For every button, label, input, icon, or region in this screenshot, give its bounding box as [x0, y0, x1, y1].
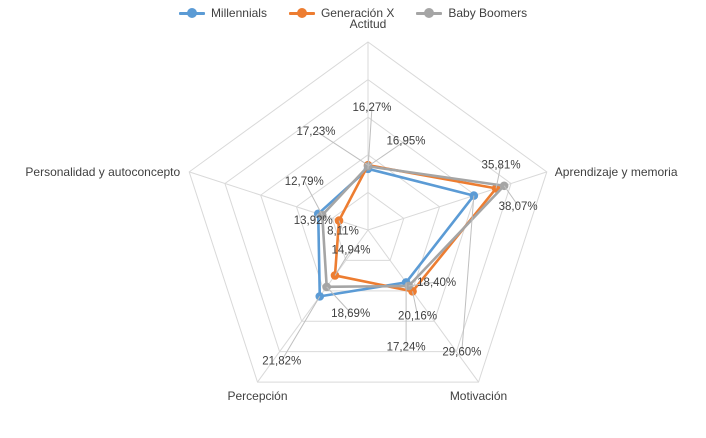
grid-ring-5	[188, 41, 548, 383]
data-label-baby-boomers-actitud: 16,95%	[386, 135, 425, 147]
leader-line-generacion-x-personalidad-y-autoconcepto	[338, 220, 344, 231]
series-line-generacion-x	[333, 163, 498, 293]
series-line-millennials	[316, 167, 476, 298]
data-label-millennials-personalidad-y-autoconcepto: 13,92%	[294, 215, 333, 227]
leader-line-generacion-x-aprendizaje-y-memoria	[495, 164, 502, 189]
grid-ring-1	[331, 191, 405, 261]
data-label-baby-boomers-percepcion: 18,69%	[331, 308, 370, 320]
legend-marker-baby-boomers	[416, 8, 443, 18]
data-label-baby-boomers-personalidad-y-autoconcepto: 12,79%	[285, 176, 324, 188]
data-label-millennials-percepcion: 21,82%	[262, 355, 301, 367]
data-label-baby-boomers-motivacion: 18,40%	[417, 277, 456, 289]
legend-item-generacion-x: Generación X	[288, 6, 395, 20]
axis-label-actitud: Actitud	[350, 17, 387, 31]
point-millennials-aprendizaje-y-memoria	[469, 191, 479, 200]
data-label-baby-boomers-aprendizaje-y-memoria: 38,07%	[499, 201, 538, 213]
data-label-millennials-aprendizaje-y-memoria: 29,60%	[442, 347, 481, 359]
legend-item-baby-boomers: Baby Boomers	[416, 6, 527, 20]
legend-marker-generacion-x	[288, 8, 315, 18]
data-label-generacion-x-motivacion: 20,16%	[398, 310, 437, 322]
leader-line-millennials-personalidad-y-autoconcepto	[312, 213, 319, 221]
leader-line-baby-boomers-aprendizaje-y-memoria	[503, 185, 519, 207]
leader-line-millennials-aprendizaje-y-memoria	[461, 195, 475, 352]
data-label-generacion-x-aprendizaje-y-memoria: 35,81%	[482, 159, 521, 171]
grid-ring-2	[295, 154, 441, 292]
spoke-motivacion	[367, 229, 479, 383]
axis-label-aprendizaje-y-memoria: Aprendizaje y memoria	[555, 165, 678, 179]
data-label-generacion-x-percepcion: 14,94%	[331, 244, 370, 256]
series-line-baby-boomers	[320, 164, 506, 289]
axis-label-motivacion: Motivación	[450, 389, 507, 403]
leader-line-generacion-x-percepcion	[334, 249, 352, 276]
data-label-millennials-motivacion: 17,24%	[387, 341, 426, 353]
leader-line-baby-boomers-motivacion	[408, 281, 437, 287]
data-label-generacion-x-personalidad-y-autoconcepto: 8,11%	[327, 226, 359, 238]
legend-label-generacion-x: Generación X	[320, 6, 395, 20]
grid-ring-4	[224, 78, 512, 353]
leader-line-baby-boomers-actitud	[367, 139, 407, 167]
data-label-generacion-x-actitud: 17,23%	[296, 126, 335, 138]
spoke-aprendizaje-y-memoria	[367, 171, 547, 231]
legend-label-millennials: Millennials	[210, 6, 267, 20]
leader-line-generacion-x-actitud	[315, 130, 369, 166]
spoke-percepcion	[257, 229, 369, 383]
leader-line-baby-boomers-personalidad-y-autoconcepto	[303, 180, 323, 216]
leader-line-millennials-actitud	[367, 106, 373, 169]
point-millennials-percepcion	[315, 292, 325, 301]
leader-line-generacion-x-motivacion	[412, 291, 419, 316]
axis-label-percepcion: Percepción	[227, 389, 287, 403]
axis-label-personalidad-y-autoconcepto: Personalidad y autoconcepto	[25, 165, 180, 179]
legend-item-millennials: Millennials	[178, 6, 267, 20]
chart-legend: Millennials Generación X Baby Boomers	[0, 6, 706, 20]
legend-label-baby-boomers: Baby Boomers	[448, 6, 528, 20]
data-label-millennials-actitud: 16,27%	[352, 102, 391, 114]
leader-line-baby-boomers-percepcion	[326, 286, 352, 314]
legend-marker-millennials	[178, 8, 205, 18]
leader-line-millennials-percepcion	[281, 296, 321, 361]
